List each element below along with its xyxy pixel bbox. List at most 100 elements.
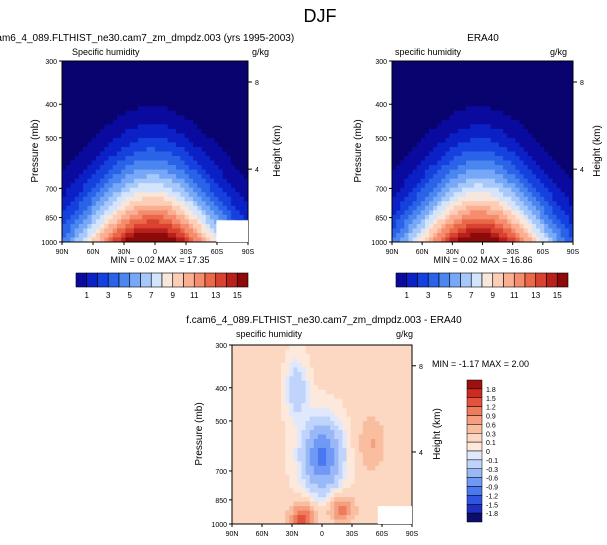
field-cell — [412, 70, 418, 75]
field-cell — [188, 61, 194, 66]
field-cell — [289, 430, 294, 435]
field-cell — [490, 165, 496, 170]
field-cell — [193, 128, 198, 134]
field-cell — [236, 479, 241, 485]
field-cell — [167, 83, 173, 89]
field-cell — [301, 389, 307, 395]
field-cell — [457, 101, 463, 107]
field-cell — [133, 101, 139, 107]
field-cell — [322, 345, 327, 350]
field-cell — [403, 385, 409, 391]
field-cell — [235, 115, 240, 121]
field-cell — [531, 137, 537, 143]
field-cell — [171, 74, 177, 80]
field-cell — [116, 214, 122, 220]
field-cell — [108, 146, 114, 152]
field-cell — [268, 345, 274, 350]
field-cell — [231, 128, 236, 134]
field-cell — [66, 210, 71, 216]
field-cell — [395, 367, 401, 373]
field-cell — [62, 74, 67, 80]
field-cell — [346, 367, 352, 373]
field-cell — [519, 74, 525, 80]
field-cell — [383, 385, 388, 391]
field-cell — [138, 165, 143, 170]
field-cell — [416, 124, 422, 130]
field-cell — [268, 474, 274, 480]
field-cell — [445, 219, 450, 225]
field-cell — [449, 219, 455, 225]
field-cell — [552, 142, 557, 148]
field-cell — [391, 443, 397, 449]
field-cell — [248, 403, 253, 409]
field-cell — [395, 452, 401, 458]
field-cell — [305, 385, 311, 391]
field-cell — [176, 151, 181, 157]
field-cell — [470, 110, 475, 116]
field-cell — [371, 353, 376, 359]
field-cell — [146, 115, 152, 121]
field-cell — [313, 349, 319, 355]
field-cell — [560, 79, 566, 85]
field-cell — [535, 151, 541, 157]
field-cell — [503, 223, 508, 229]
field-cell — [470, 151, 475, 157]
field-cell — [243, 61, 249, 66]
field-cell — [66, 70, 71, 75]
field-cell — [193, 61, 198, 66]
field-cell — [138, 101, 143, 107]
field-cell — [256, 394, 262, 400]
field-cell — [498, 137, 504, 143]
field-cell — [293, 362, 298, 368]
field-cell — [416, 210, 422, 216]
field-cell — [289, 398, 294, 404]
field-cell — [527, 110, 533, 116]
colorbar-model: 1 3 5 7 9 11 13 15 — [75, 272, 249, 300]
field-cell — [552, 115, 557, 121]
field-cell — [429, 160, 434, 166]
field-cell — [197, 214, 202, 220]
field-cell — [490, 110, 496, 116]
field-cell — [486, 124, 492, 130]
field-cell — [379, 443, 384, 449]
field-cell — [277, 398, 282, 404]
field-cell — [252, 371, 257, 377]
field-cell — [256, 479, 262, 485]
field-cell — [403, 371, 409, 377]
field-cell — [91, 79, 97, 85]
field-cell — [231, 192, 236, 198]
field-cell — [209, 110, 215, 116]
field-cell — [326, 380, 331, 386]
field-cell — [387, 353, 392, 359]
field-cell — [392, 115, 397, 121]
field-cell — [66, 156, 71, 161]
field-cell — [412, 97, 418, 103]
field-cell — [236, 456, 241, 462]
field-cell — [218, 92, 224, 98]
field-cell — [478, 119, 483, 125]
field-cell — [379, 398, 384, 404]
field-cell — [544, 119, 549, 125]
field-cell — [461, 187, 467, 193]
field-cell — [240, 407, 245, 413]
field-cell — [560, 219, 566, 225]
field-cell — [171, 119, 177, 125]
field-cell — [112, 192, 118, 198]
field-cell — [297, 470, 302, 476]
field-cell — [260, 421, 266, 426]
field-cell — [544, 124, 549, 130]
field-cell — [403, 443, 409, 449]
field-cell — [142, 97, 147, 103]
field-cell — [379, 470, 384, 476]
field-cell — [214, 128, 219, 134]
field-cell — [100, 133, 105, 139]
field-cell — [226, 65, 232, 71]
field-cell — [232, 349, 237, 355]
field-cell — [74, 219, 80, 225]
field-cell — [235, 83, 240, 89]
field-cell — [362, 394, 368, 400]
field-cell — [193, 187, 198, 193]
x-tick-label: 60N — [87, 249, 100, 256]
field-cell — [100, 214, 105, 220]
field-cell — [391, 358, 397, 364]
